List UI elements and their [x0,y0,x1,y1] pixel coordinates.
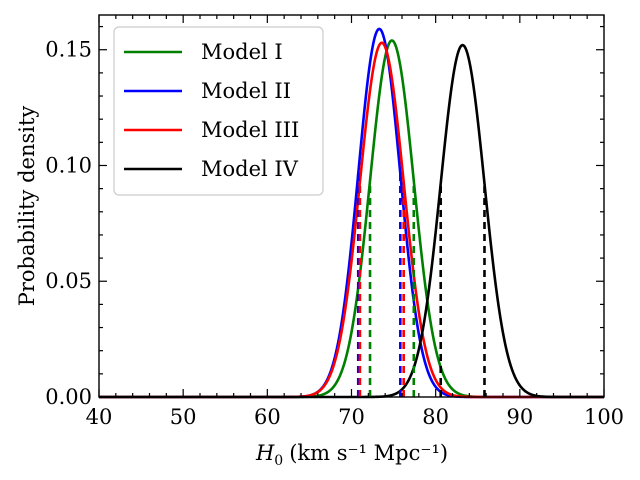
x-tick-label: 80 [422,405,449,429]
x-axis-title-symbol: H [255,441,275,465]
x-tick-labels: 40 50 60 70 80 90 100 [86,405,624,429]
legend: Model I Model II Model III Model IV [113,26,324,196]
legend-label-4: Model IV [201,157,299,181]
y-tick-label: 0.00 [45,385,92,409]
x-tick-label: 50 [170,405,197,429]
y-tick-label: 0.05 [45,269,92,293]
legend-label-2: Model II [201,79,291,103]
y-tick-label: 0.10 [45,153,92,177]
ticks-layer [98,15,605,398]
y-axis-title: Probability density [15,106,39,307]
x-axis-title-subscript: 0 [274,453,283,469]
x-tick-label: 70 [338,405,365,429]
legend-box [113,26,324,196]
legend-label-3: Model III [201,118,299,142]
y-tick-label: 0.15 [45,38,92,62]
interval-lines-layer [356,173,486,397]
y-tick-labels: 0.00 0.05 0.10 0.15 [45,38,92,409]
legend-label-1: Model I [201,40,283,64]
x-tick-label: 90 [506,405,533,429]
x-tick-label: 100 [584,405,624,429]
x-axis-title-units: (km s⁻¹ Mpc⁻¹) [289,441,448,465]
x-tick-label: 60 [254,405,281,429]
x-tick-label: 40 [86,405,113,429]
x-axis-title: H0 (km s⁻¹ Mpc⁻¹) [255,441,448,469]
